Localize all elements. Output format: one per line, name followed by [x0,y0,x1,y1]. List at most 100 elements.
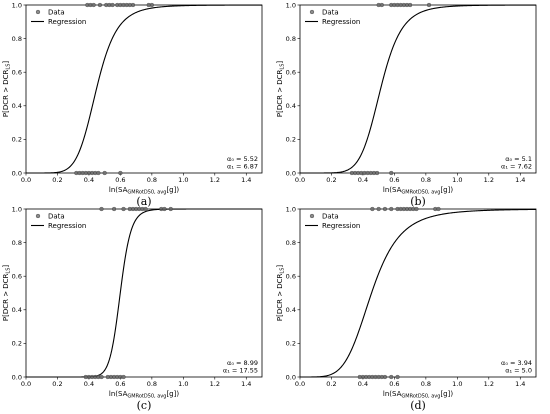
y-tick-label: 1.0 [12,205,22,213]
x-tick-label: 0.0 [21,380,31,388]
data-point [374,170,380,176]
subfigure-label: (a) [136,195,151,208]
coefficient-label: α₀ = 3.94 [501,359,532,367]
data-point [168,206,173,212]
y-axis-label: P[DCR > DCRLS] [276,61,286,118]
y-tick-label: 1.0 [286,1,296,9]
data-point [102,170,107,176]
x-tick-label: 1.2 [210,380,220,388]
y-axis-label: P[DCR > DCRLS] [2,265,12,322]
coefficient-label: α₁ = 6.87 [227,163,258,171]
data-point [436,206,441,212]
x-tick-label: 0.6 [389,380,399,388]
subfigure-label: (c) [137,399,152,412]
x-tick-label: 1.0 [452,176,462,184]
data-point [426,2,432,8]
data-point [389,374,394,380]
x-axis-label: ln(SAGMRotD50, avg[g]) [109,390,179,400]
data-point [97,2,103,8]
data-point [389,170,394,176]
data-point [408,2,413,8]
y-tick-label: 0.8 [286,35,296,43]
data-point [370,206,375,212]
coefficient-label: α₀ = 5.52 [227,155,258,163]
x-tick-label: 0.6 [115,176,125,184]
x-axis-label: ln(SAGMRotD50, avg[g]) [383,186,453,196]
data-point [99,206,104,212]
x-tick-label: 1.0 [178,380,188,388]
data-point [118,170,123,176]
legend-data-marker [309,213,315,219]
legend-data-label: Data [48,213,65,221]
y-tick-label: 1.0 [12,1,22,9]
x-tick-label: 0.0 [295,176,305,184]
y-axis-label: P[DCR > DCRLS] [276,265,286,322]
legend-regression-label: Regression [322,18,360,26]
data-point [112,206,117,212]
x-axis-label: ln(SAGMRotD50, avg[g]) [383,390,453,400]
x-tick-label: 0.2 [326,176,336,184]
chart-panel: 0.0 0.2 0.4 0.6 0.8 1.0 1.2 1.4 0.0 0.2 0.4 0.6 0.8 1… [2,205,263,412]
legend-data-marker [309,9,315,15]
x-tick-label: 1.2 [484,380,494,388]
coefficient-label: α₁ = 5.0 [505,367,532,375]
y-tick-label: 0.6 [286,69,296,77]
legend-regression-label: Regression [322,222,360,230]
x-tick-label: 0.4 [358,176,368,184]
data-point [162,206,167,212]
plot-frame [25,208,263,378]
data-point [121,206,126,212]
x-tick-label: 1.4 [241,176,251,184]
data-point [143,206,148,212]
data-point [414,206,419,212]
regression-curve [26,208,262,378]
y-axis-label: P[DCR > DCRLS] [2,61,12,118]
y-tick-label: 0.2 [12,136,22,144]
y-tick-label: 0.6 [12,273,22,281]
x-tick-label: 1.4 [241,380,251,388]
y-tick-label: 0.6 [12,69,22,77]
coefficient-label: α₀ = 8.99 [227,359,258,367]
y-tick-label: 0.6 [286,273,296,281]
y-tick-label: 1.0 [286,205,296,213]
plot-frame [25,4,263,174]
coefficient-label: α₀ = 5.1 [505,155,532,163]
coefficient-label: α₁ = 7.62 [501,163,532,171]
regression-curve [300,4,536,174]
y-tick-label: 0.0 [12,373,22,381]
x-tick-label: 1.2 [484,176,494,184]
x-tick-label: 1.2 [210,176,220,184]
legend-data-label: Data [48,9,65,17]
regression-curve [26,4,262,174]
x-tick-label: 0.2 [52,176,62,184]
x-tick-label: 1.0 [178,176,188,184]
x-tick-label: 0.8 [147,380,157,388]
x-axis-label: ln(SAGMRotD50, avg[g]) [109,186,179,196]
y-tick-label: 0.8 [12,35,22,43]
subfigure-label: (d) [410,399,426,412]
x-tick-label: 1.0 [452,380,462,388]
x-tick-label: 0.0 [21,176,31,184]
y-tick-label: 0.8 [12,239,22,247]
y-tick-label: 0.0 [12,169,22,177]
data-point [99,374,104,380]
legend-data-label: Data [322,213,339,221]
data-point [91,2,96,8]
x-tick-label: 0.2 [326,380,336,388]
x-tick-label: 0.6 [115,380,125,388]
x-tick-label: 0.8 [147,176,157,184]
y-tick-label: 0.0 [286,169,296,177]
data-point [130,2,136,8]
data-point [110,2,115,8]
data-point [382,206,388,212]
chart-panel: 0.0 0.2 0.4 0.6 0.8 1.0 1.2 1.4 0.0 0.2 0.4 0.6 0.8 1… [276,205,537,412]
chart-panel: 0.0 0.2 0.4 0.6 0.8 1.0 1.2 1.4 0.0 0.2 0.4 0.6 0.8 1… [2,1,263,208]
plot-frame [299,4,537,174]
y-tick-label: 0.0 [286,373,296,381]
x-tick-label: 0.8 [421,176,431,184]
chart-panel: 0.0 0.2 0.4 0.6 0.8 1.0 1.2 1.4 0.0 0.2 0.4 0.6 0.8 1… [276,1,537,208]
